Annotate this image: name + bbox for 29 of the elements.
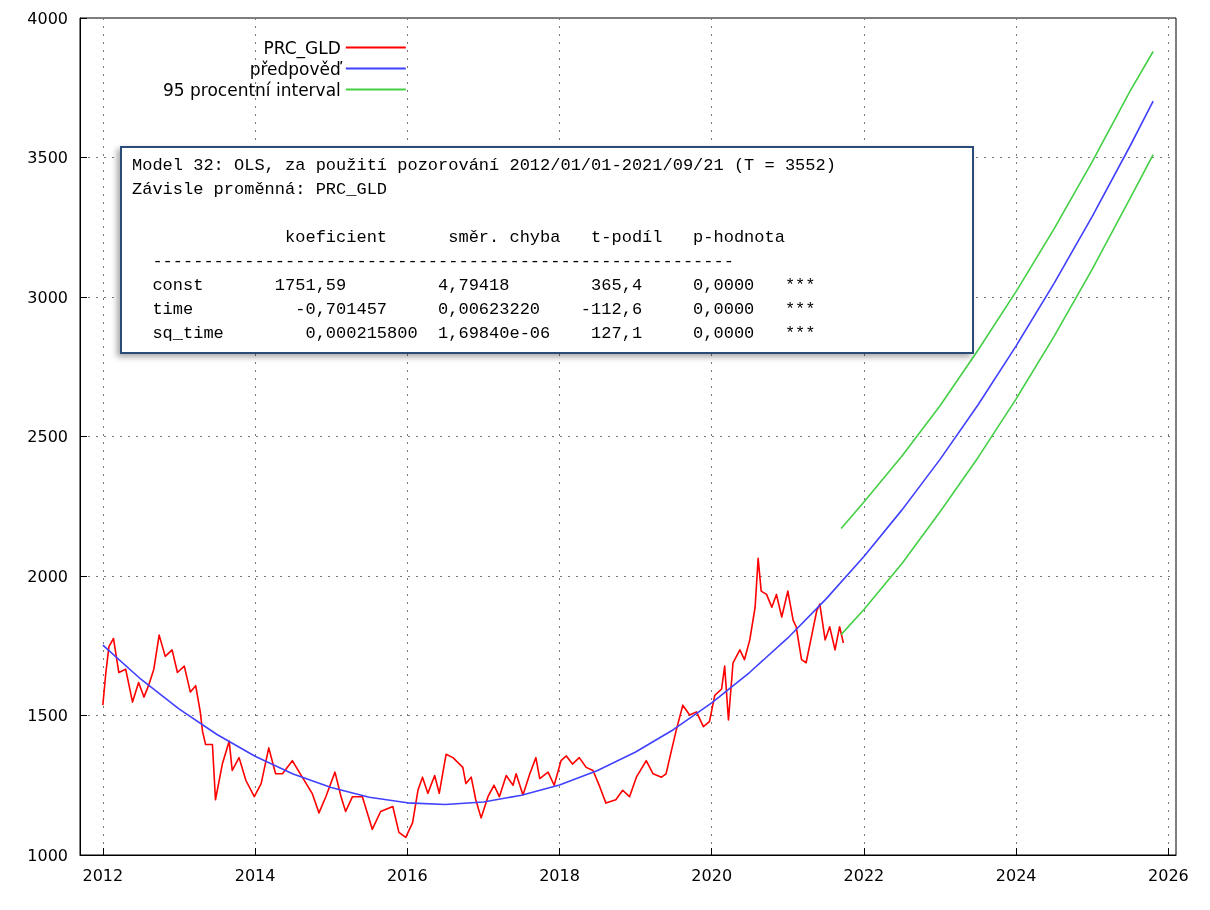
x-tick-label: 2024 (995, 865, 1037, 885)
line-series (102, 100, 1154, 806)
annotation: Závisle proměnná: PRC_GLD (132, 179, 389, 201)
x-tick-label: 2020 (691, 865, 733, 885)
annotation: koeficient směr. chyba t-podíl p-hodnota (284, 227, 786, 249)
line-series (840, 153, 1154, 636)
annotation: --------------------------------------------------------- (151, 251, 735, 273)
x-tick-label: 2026 (1148, 865, 1189, 885)
legend-label: PRC_GLD (263, 37, 341, 59)
y-tick-label: 3000 (27, 287, 68, 307)
legend-label: předpověď (249, 58, 343, 79)
x-tick-label: 2012 (82, 865, 124, 885)
y-tick-label: 4000 (27, 8, 68, 28)
annotation: sq_time 0,000215800 1,69840e-06 127,1 0,0000 *** (151, 323, 817, 345)
line-series (102, 557, 845, 839)
y-tick-label: 1000 (27, 845, 68, 865)
legend-label: 95 procentní interval (162, 79, 341, 100)
annotation: Model 32: OLS, za použití pozorování 2012/01/01-2021/09/21 (T = 3552) (132, 155, 837, 177)
x-tick-label: 2016 (386, 865, 428, 885)
line-series (840, 50, 1154, 530)
x-tick-label: 2018 (539, 865, 580, 885)
x-tick-label: 2022 (843, 865, 885, 885)
annotation: const 1751,59 4,79418 365,4 0,0000 *** (151, 275, 817, 297)
annotation: time -0,701457 0,00623220 -112,6 0,0000 *** (151, 299, 817, 321)
y-tick-label: 1500 (27, 706, 68, 725)
y-tick-label: 2000 (27, 566, 68, 586)
x-tick-label: 2014 (234, 865, 276, 885)
y-tick-label: 2500 (27, 427, 68, 446)
y-tick-label: 3500 (27, 148, 68, 167)
